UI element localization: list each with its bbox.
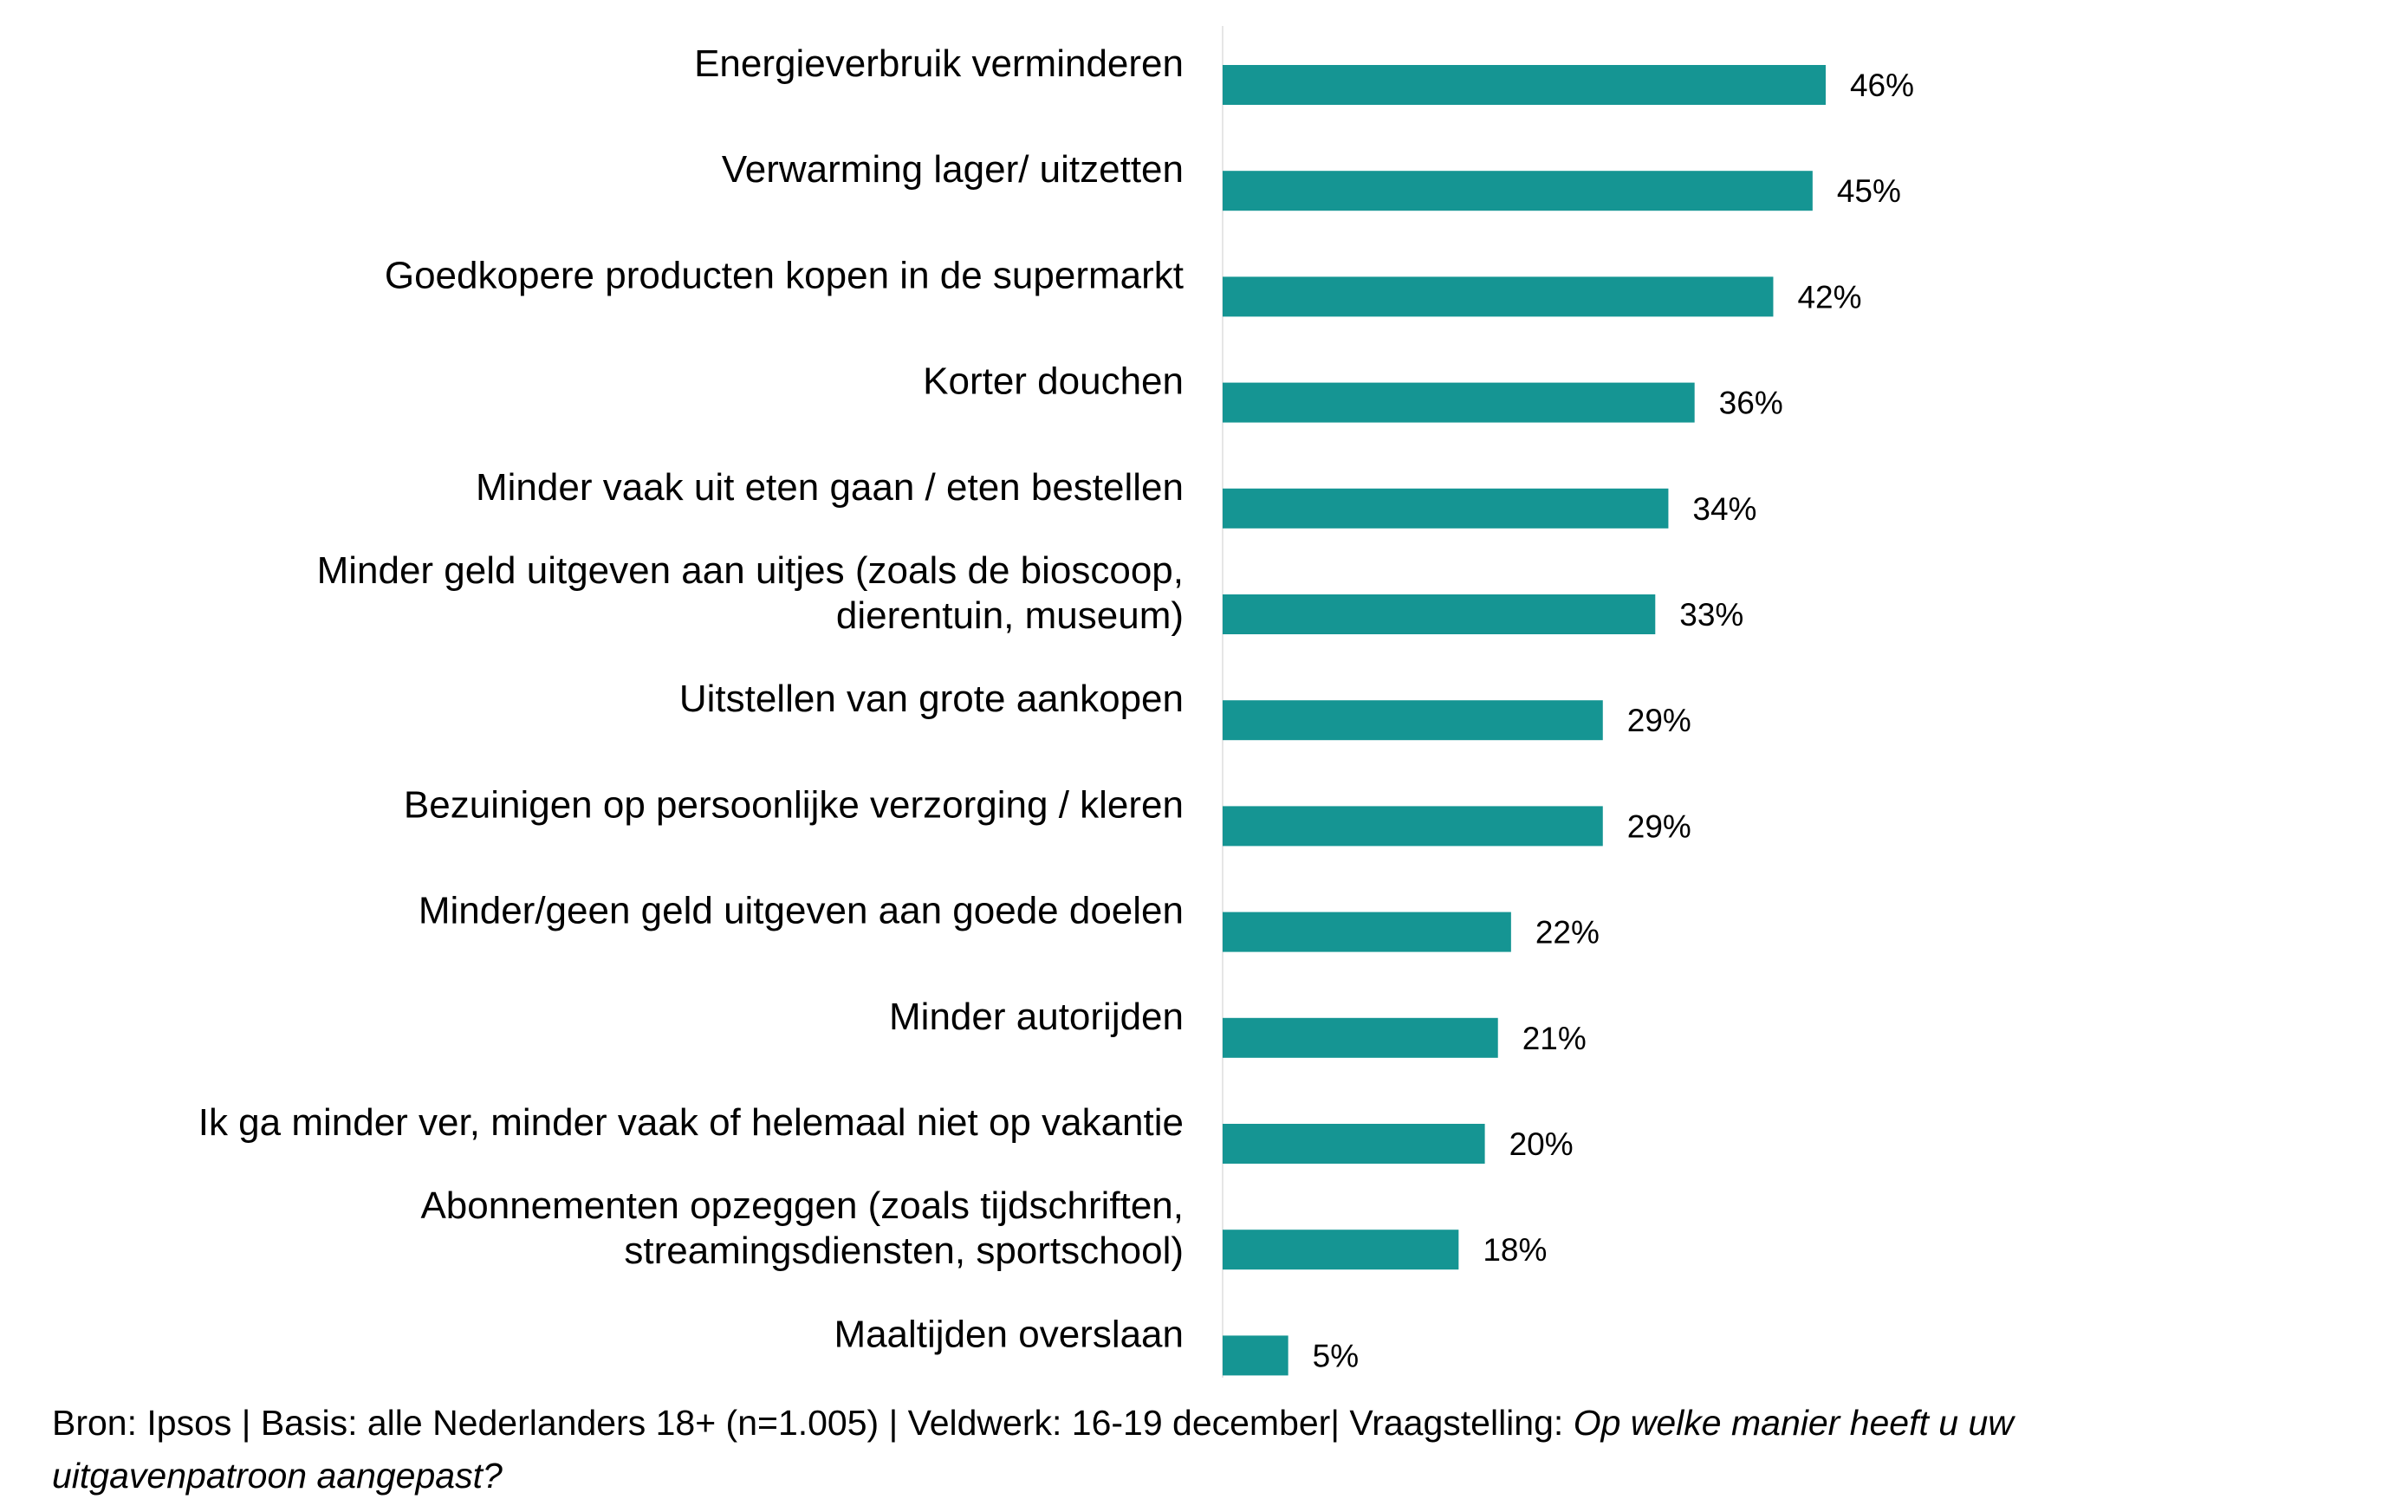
bar-value-label: 18%	[1483, 1232, 1547, 1268]
bar-value-label: 22%	[1535, 915, 1600, 951]
category-label: Bezuinigen op persoonlijke verzorging / …	[404, 783, 1184, 826]
category-label: Goedkopere producten kopen in de superma…	[385, 254, 1184, 296]
bar-value-label: 34%	[1692, 491, 1756, 527]
footnote-question-line-2: uitgavenpatroon aangepast?	[52, 1456, 503, 1496]
category-label: Uitstellen van grote aankopen	[679, 678, 1184, 720]
footnote-source-text: Bron: Ipsos | Basis: alle Nederlanders 1…	[52, 1403, 1574, 1443]
bar-value-label: 42%	[1797, 279, 1861, 315]
bar	[1223, 488, 1669, 529]
bar-value-label: 21%	[1522, 1021, 1587, 1056]
footnote-question-line-1: Op welke manier heeft u uw	[1573, 1403, 2014, 1443]
bar-value-label: 29%	[1627, 703, 1691, 738]
bar	[1223, 806, 1603, 847]
bar-value-label: 33%	[1679, 597, 1743, 633]
chart-footnote: Bron: Ipsos | Basis: alle Nederlanders 1…	[52, 1397, 2374, 1502]
category-label: Verwarming lager/ uitzetten	[722, 148, 1184, 191]
bar	[1223, 912, 1511, 952]
bar-value-label: 5%	[1313, 1338, 1359, 1373]
bar-chart: 46% Energieverbruik verminderen 45% Verwarm…	[198, 26, 1914, 1378]
category-label: Korter douchen	[923, 360, 1184, 403]
category-label: Minder/geen geld uitgeven aan goede doel…	[419, 890, 1184, 932]
category-label: Maaltijden overslaan	[834, 1313, 1184, 1355]
category-label: Energieverbruik verminderen	[694, 42, 1184, 85]
bar	[1223, 700, 1603, 741]
bar	[1223, 276, 1774, 317]
bar-value-label: 46%	[1850, 68, 1914, 103]
bar	[1223, 1124, 1485, 1164]
category-label: streamingsdiensten, sportschool)	[624, 1230, 1184, 1272]
category-label: Ik ga minder ver, minder vaak of helemaa…	[198, 1101, 1184, 1144]
bar	[1223, 1230, 1459, 1270]
bar-value-label: 45%	[1837, 173, 1901, 209]
bar-value-label: 29%	[1627, 808, 1691, 844]
bar	[1223, 594, 1656, 634]
bar	[1223, 171, 1813, 211]
bars-group: 46% Energieverbruik verminderen 45% Verwarm…	[198, 42, 1914, 1376]
category-label: dierentuin, museum)	[836, 594, 1184, 637]
bar-value-label: 36%	[1719, 386, 1783, 421]
bar	[1223, 65, 1826, 105]
bar-value-label: 20%	[1509, 1126, 1574, 1162]
category-label: Minder geld uitgeven aan uitjes (zoals d…	[317, 549, 1184, 592]
category-label: Abonnementen opzeggen (zoals tijdschrift…	[420, 1184, 1184, 1227]
bar	[1223, 382, 1695, 423]
category-label: Minder autorijden	[889, 996, 1184, 1038]
bar	[1223, 1335, 1288, 1376]
bar	[1223, 1017, 1498, 1058]
category-label: Minder vaak uit eten gaan / eten bestell…	[476, 466, 1184, 509]
